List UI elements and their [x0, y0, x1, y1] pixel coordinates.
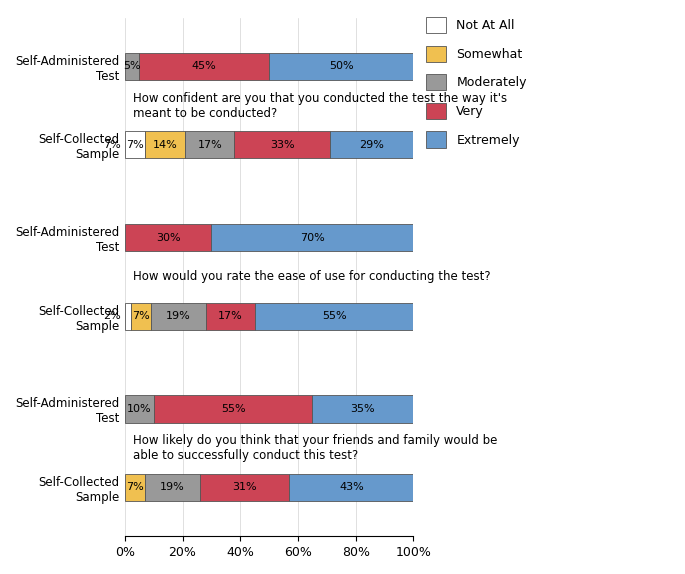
Bar — [312, 395, 414, 422]
Bar — [125, 224, 212, 251]
Text: How confident are you that you conducted the test the way it's
meant to be condu: How confident are you that you conducted… — [134, 92, 508, 119]
Text: 19%: 19% — [160, 483, 185, 492]
Text: 35%: 35% — [351, 404, 375, 414]
Text: 7%: 7% — [132, 311, 149, 321]
Text: 17%: 17% — [218, 311, 242, 321]
Text: 7%: 7% — [103, 140, 121, 150]
Bar — [186, 131, 234, 158]
Bar — [125, 302, 131, 329]
Text: 33%: 33% — [270, 140, 295, 150]
Bar — [206, 302, 255, 329]
Text: 50%: 50% — [329, 61, 353, 71]
Bar — [329, 131, 414, 158]
Text: 70%: 70% — [300, 232, 325, 243]
Text: 7%: 7% — [126, 483, 144, 492]
Bar — [255, 302, 414, 329]
Bar — [139, 53, 269, 80]
Text: 43%: 43% — [339, 483, 364, 492]
Bar — [153, 395, 312, 422]
Text: How likely do you think that your friends and family would be
able to successful: How likely do you think that your friend… — [134, 434, 498, 462]
Text: 45%: 45% — [192, 61, 216, 71]
Text: 30%: 30% — [155, 232, 180, 243]
Text: 5%: 5% — [123, 61, 141, 71]
Bar — [200, 474, 289, 501]
Bar — [125, 395, 153, 422]
Bar — [269, 53, 414, 80]
Bar — [125, 131, 145, 158]
Bar — [151, 302, 205, 329]
Text: 31%: 31% — [232, 483, 257, 492]
Bar — [289, 474, 414, 501]
Legend: Not At All, Somewhat, Moderately, Very, Extremely: Not At All, Somewhat, Moderately, Very, … — [423, 13, 531, 152]
Text: 17%: 17% — [197, 140, 223, 150]
Text: 19%: 19% — [166, 311, 190, 321]
Bar — [131, 302, 151, 329]
Text: 7%: 7% — [126, 140, 144, 150]
Text: 55%: 55% — [322, 311, 347, 321]
Bar — [125, 53, 139, 80]
Text: 55%: 55% — [221, 404, 245, 414]
Bar — [145, 474, 200, 501]
Text: 29%: 29% — [359, 140, 384, 150]
Bar — [125, 474, 145, 501]
Text: 14%: 14% — [153, 140, 177, 150]
Text: How would you rate the ease of use for conducting the test?: How would you rate the ease of use for c… — [134, 270, 491, 284]
Bar — [234, 131, 329, 158]
Text: 10%: 10% — [127, 404, 151, 414]
Text: 2%: 2% — [103, 311, 121, 321]
Bar — [145, 131, 186, 158]
Bar — [212, 224, 414, 251]
